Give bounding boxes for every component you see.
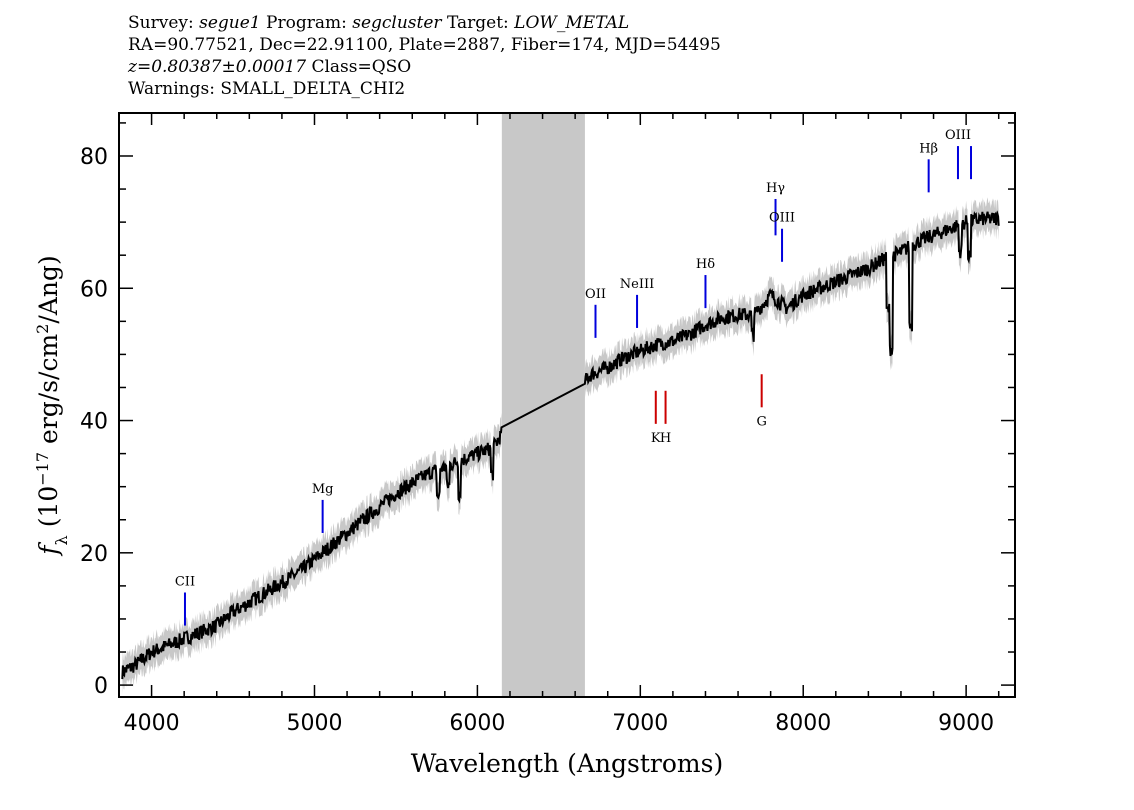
- y-axis-part3: /Ang): [34, 255, 63, 323]
- spectrum-series-layer: [121, 210, 1000, 680]
- x-tick-label: 4000: [124, 711, 180, 736]
- program-value: segcluster: [352, 13, 442, 33]
- x-tick-label: 6000: [449, 711, 505, 736]
- program-label: Program:: [266, 13, 347, 33]
- line-marker-label: H: [660, 431, 671, 446]
- spectrum-header: Survey: segue1 Program: segcluster Targe…: [128, 12, 721, 100]
- line-marker-label: Hβ: [919, 141, 938, 156]
- line-marker-label: K: [651, 431, 661, 446]
- y-tick-label: 80: [80, 145, 108, 170]
- target-value: LOW_METAL: [514, 13, 630, 33]
- header-warnings: Warnings: SMALL_DELTA_CHI2: [128, 79, 406, 99]
- axis-ticks-layer: 4000 5000 6000 7000 8000 9000 0 20 40 60 80: [80, 113, 1015, 736]
- y-axis-exp2: 2: [33, 324, 52, 334]
- x-tick-label: 8000: [775, 711, 831, 736]
- line-marker-label: NeIII: [620, 277, 654, 292]
- y-axis-part1: (10: [34, 486, 63, 528]
- line-marker-label: Hγ: [766, 181, 785, 196]
- y-tick-label: 20: [80, 542, 108, 567]
- target-label: Target:: [446, 13, 509, 33]
- line-marker-label: OIII: [769, 211, 795, 226]
- y-tick-label: 40: [80, 410, 108, 435]
- survey-label: Survey:: [128, 13, 194, 33]
- spectrum-line: [121, 210, 1000, 680]
- line-marker-label: G: [756, 414, 766, 429]
- y-axis-part2: erg/s/cm: [34, 334, 63, 444]
- x-tick-label: 7000: [612, 711, 668, 736]
- y-tick-label: 0: [94, 674, 108, 699]
- y-axis-exp1: −17: [33, 452, 52, 486]
- line-marker-label: CII: [175, 575, 195, 590]
- line-marker-label: OII: [585, 287, 606, 302]
- y-axis-title: fλ (10−17 erg/s/cm2/Ang): [33, 255, 71, 556]
- x-axis-title: Wavelength (Angstroms): [411, 749, 723, 778]
- y-tick-label: 60: [80, 277, 108, 302]
- y-axis-f: f: [34, 542, 63, 557]
- plot-frame: [118, 112, 1016, 698]
- x-tick-label: 9000: [938, 711, 994, 736]
- header-line-2: RA=90.77521, Dec=22.91100, Plate=2887, F…: [128, 35, 721, 55]
- line-marker-label: OIII: [945, 128, 971, 143]
- class-value: Class=QSO: [311, 57, 412, 77]
- line-marker-label: Hδ: [696, 257, 715, 272]
- x-tick-label: 5000: [286, 711, 342, 736]
- header-line-1: Survey: segue1 Program: segcluster Targe…: [128, 12, 721, 34]
- y-axis-lambda: λ: [52, 535, 71, 545]
- survey-value: segue1: [199, 13, 261, 33]
- line-marker-label: Mg: [312, 482, 334, 497]
- line-markers-layer: CII Mg OII NeIII Hδ Hγ OIII Hβ OIII K H G: [175, 128, 973, 626]
- header-line-3: z=0.80387±0.00017 Class=QSO: [128, 56, 721, 78]
- redshift-value: z=0.80387±0.00017: [128, 57, 307, 77]
